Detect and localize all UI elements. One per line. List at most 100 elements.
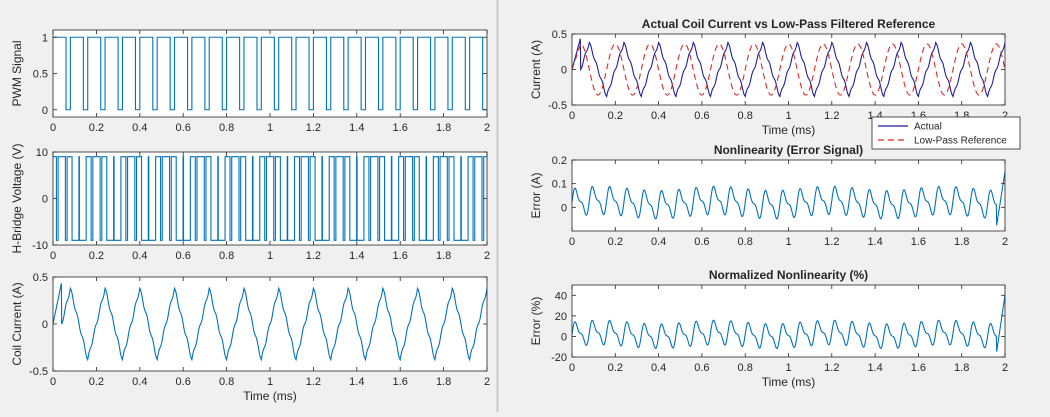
x-tick-label: 1.8 [954, 362, 969, 374]
x-tick-label: 0.6 [176, 376, 191, 388]
x-tick-label: 2 [1002, 236, 1008, 248]
x-tick-label: 0.2 [608, 236, 623, 248]
series-line-1 [53, 283, 487, 362]
x-tick-label: 0.2 [89, 122, 104, 134]
legend-entry: Low-Pass Reference [914, 136, 1007, 147]
series-line-1 [53, 36, 487, 111]
y-axis-label: PWM Signal [10, 40, 24, 106]
x-tick-label: 0.4 [651, 362, 666, 374]
legend-entry: Actual [914, 122, 942, 133]
x-tick-label: 1.6 [393, 250, 408, 262]
y-tick-label: 0 [42, 105, 48, 117]
x-tick-label: 0.2 [608, 362, 623, 374]
x-tick-label: 0 [569, 110, 575, 122]
x-tick-label: 0.8 [219, 122, 234, 134]
x-tick-label: 1.2 [306, 376, 321, 388]
x-tick-label: 1.8 [436, 376, 451, 388]
x-tick-label: 1.8 [436, 250, 451, 262]
y-axis-label: Error (%) [529, 297, 543, 346]
legend-box [871, 116, 1021, 150]
x-tick-label: 1.2 [306, 122, 321, 134]
x-tick-label: 1.4 [349, 250, 364, 262]
x-tick-label: 0.6 [176, 122, 191, 134]
x-tick-label: 0.6 [694, 236, 709, 248]
x-tick-label: 1.4 [349, 376, 364, 388]
y-tick-label: 0 [561, 65, 567, 77]
x-tick-label: 0.6 [694, 362, 709, 374]
x-tick-label: 0.4 [132, 250, 147, 262]
chart-title: Nonlinearity (Error Signal) [714, 143, 863, 157]
x-tick-label: 0 [50, 376, 56, 388]
x-tick-label: 0.4 [651, 236, 666, 248]
x-tick-label: 1.6 [911, 362, 926, 374]
y-axis-label: H-Bridge Voltage (V) [10, 143, 24, 253]
axes-3: 0 0.2 0.4 0.6 0.8 1 1.2 1.4 1.6 1.8 2-0.500.5Time … [10, 272, 490, 403]
x-tick-label: 1 [267, 250, 273, 262]
y-axis-label: Current (A) [529, 40, 543, 99]
x-tick-label: 1.2 [824, 236, 839, 248]
plot-area [53, 30, 487, 117]
x-tick-label: 0.8 [738, 236, 753, 248]
x-tick-label: 2 [1002, 362, 1008, 374]
data-lines [572, 295, 1005, 352]
x-tick-label: 2 [1002, 110, 1008, 122]
x-tick-label: 0.2 [89, 250, 104, 262]
y-axis-label: Coil Current (A) [10, 282, 24, 365]
x-tick-label: 0.4 [132, 122, 147, 134]
axes-5: 0 0.2 0.4 0.6 0.8 1 1.2 1.4 1.6 1.8 2 0 0.1 0.2 Nonlin… [529, 143, 1008, 248]
x-tick-label: 0.8 [738, 362, 753, 374]
axes-6: 0 0.2 0.4 0.6 0.8 1 1.2 1.4 1.6 1.8 2-2002040Norma… [529, 268, 1008, 389]
x-tick-label: 1 [267, 376, 273, 388]
x-axis-label: Time (ms) [762, 375, 816, 389]
y-tick-label: 0.2 [552, 155, 567, 167]
axes-1: 0 0.2 0.4 0.6 0.8 1 1.2 1.4 1.6 1.8 2 0 0.5 1 PWM Sign… [10, 29, 490, 134]
legend[interactable]: Actual Low-Pass Reference [871, 116, 1021, 150]
x-tick-label: 1.4 [349, 122, 364, 134]
series-line-1 [572, 171, 1005, 226]
axes-2: 0 0.2 0.4 0.6 0.8 1 1.2 1.4 1.6 1.8 2-10010H-Bridg… [10, 143, 490, 262]
y-tick-label: 0 [561, 331, 567, 343]
data-lines [572, 38, 1005, 98]
x-tick-label: 0.8 [219, 250, 234, 262]
x-tick-label: 0 [50, 250, 56, 262]
x-tick-label: 1 [785, 110, 791, 122]
y-tick-label: -10 [32, 240, 48, 252]
y-tick-label: 20 [555, 311, 567, 323]
y-tick-label: 0.5 [33, 69, 48, 81]
x-tick-label: 2 [484, 122, 490, 134]
x-tick-label: 1 [785, 236, 791, 248]
x-tick-label: 1.6 [911, 236, 926, 248]
y-tick-label: 0.1 [552, 179, 567, 191]
x-tick-label: 1 [267, 122, 273, 134]
series-line-1 [572, 295, 1005, 352]
y-tick-label: 0 [42, 194, 48, 206]
data-lines [53, 36, 487, 111]
x-tick-label: 0.4 [651, 110, 666, 122]
x-tick-label: 0 [50, 122, 56, 134]
y-tick-label: 1 [42, 32, 48, 44]
series-line-2 [572, 43, 1005, 96]
plot-area [572, 160, 1005, 231]
y-tick-label: -0.5 [29, 366, 48, 378]
x-tick-label: 1.6 [393, 122, 408, 134]
y-tick-label: 0.5 [552, 29, 567, 41]
x-tick-label: 1.8 [954, 236, 969, 248]
x-tick-label: 1.2 [824, 110, 839, 122]
y-tick-label: 40 [555, 290, 567, 302]
x-tick-label: 0 [569, 236, 575, 248]
x-tick-label: 1.4 [867, 236, 882, 248]
data-lines [572, 171, 1005, 226]
y-tick-label: -0.5 [548, 100, 567, 112]
x-axis-label: Time (ms) [243, 389, 297, 403]
x-tick-label: 0.6 [694, 110, 709, 122]
x-tick-label: 0.2 [89, 376, 104, 388]
x-tick-label: 0.8 [219, 376, 234, 388]
x-tick-label: 1.2 [306, 250, 321, 262]
axes-4: 0 0.2 0.4 0.6 0.8 1 1.2 1.4 1.6 1.8 2-0.500.5Actua… [529, 17, 1021, 150]
x-tick-label: 1.4 [867, 362, 882, 374]
x-tick-label: 2 [484, 250, 490, 262]
series-line-1 [572, 38, 1005, 98]
x-axis-label: Time (ms) [762, 123, 816, 137]
y-tick-label: 10 [36, 147, 48, 159]
